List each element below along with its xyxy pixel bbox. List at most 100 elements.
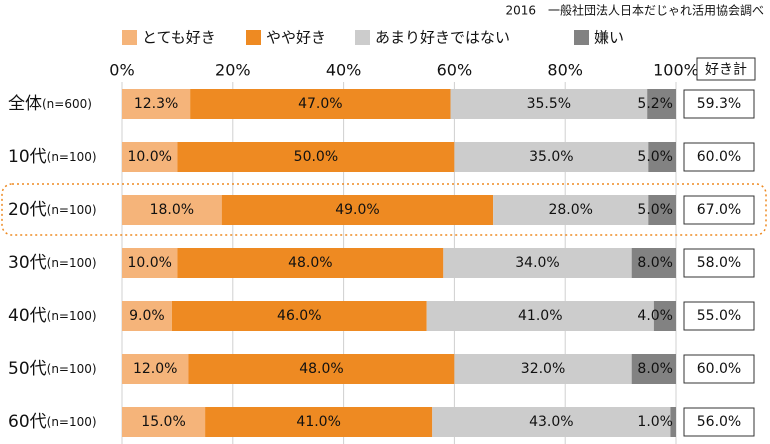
total-box	[683, 89, 755, 119]
x-tick-label: 80%	[547, 61, 583, 80]
y-tick-label: 30代(n=100)	[8, 253, 97, 273]
value-label: 10.0%	[127, 255, 171, 271]
bar-segment	[648, 142, 676, 172]
value-label: 34.0%	[515, 255, 559, 271]
total-box	[683, 301, 755, 331]
value-label: 49.0%	[335, 202, 379, 218]
bar-segment	[190, 89, 451, 119]
sample-size: (n=100)	[47, 362, 97, 376]
y-tick-label: 40代(n=100)	[8, 306, 97, 326]
value-label: 35.0%	[529, 149, 573, 165]
legend-label: とても好き	[142, 29, 216, 47]
total-label: 56.0%	[697, 414, 741, 430]
bar-segment	[221, 195, 494, 225]
bar-segment	[493, 195, 649, 225]
bar-segment	[631, 248, 676, 278]
sample-size: (n=600)	[42, 97, 92, 111]
value-label: 8.0%	[637, 361, 673, 377]
value-label: 15.0%	[141, 414, 185, 430]
x-tick-label: 20%	[215, 61, 251, 80]
y-tick-label: 20代(n=100)	[8, 200, 97, 220]
bar-segment	[647, 89, 676, 119]
x-tick-label: 0%	[109, 61, 134, 80]
legend-swatch	[246, 30, 261, 45]
legend-label: やや好き	[266, 29, 326, 47]
total-box	[683, 407, 755, 437]
source-note: 2016 一般社団法人日本だじゃれ活用協会調べ	[505, 3, 764, 18]
bar-segment	[631, 354, 676, 384]
value-label: 46.0%	[277, 308, 321, 324]
bar-segment	[653, 301, 676, 331]
highlight-box	[1, 183, 767, 236]
bar-segment	[177, 248, 444, 278]
value-label: 5.0%	[637, 202, 673, 218]
x-tick-label: 60%	[437, 61, 473, 80]
value-label: 50.0%	[294, 149, 338, 165]
bar-segment	[450, 89, 648, 119]
bar-segment	[205, 407, 433, 437]
x-tick-label: 100%	[653, 61, 699, 80]
bar-segment	[177, 142, 455, 172]
value-label: 41.0%	[296, 414, 340, 430]
value-label: 10.0%	[127, 149, 171, 165]
total-label: 67.0%	[697, 202, 741, 218]
sample-size: (n=100)	[47, 256, 97, 270]
total-label: 59.3%	[697, 96, 741, 112]
x-tick-label: 40%	[326, 61, 362, 80]
value-label: 32.0%	[521, 361, 565, 377]
bar-segment	[432, 407, 671, 437]
value-label: 48.0%	[299, 361, 343, 377]
bar-segment	[122, 248, 178, 278]
bar-segment	[188, 354, 455, 384]
category-name: 40代	[8, 306, 47, 326]
y-tick-label: 50代(n=100)	[8, 359, 97, 379]
category-name: 50代	[8, 359, 47, 379]
value-label: 5.0%	[637, 149, 673, 165]
value-label: 8.0%	[637, 255, 673, 271]
total-box	[683, 354, 755, 384]
category-name: 30代	[8, 253, 47, 273]
value-label: 47.0%	[298, 96, 342, 112]
value-label: 12.3%	[134, 96, 178, 112]
value-label: 28.0%	[548, 202, 592, 218]
category-name: 全体	[8, 94, 42, 114]
sample-size: (n=100)	[47, 150, 97, 164]
legend-swatch	[574, 30, 589, 45]
bar-segment	[122, 89, 191, 119]
bar-segment	[122, 301, 172, 331]
value-label: 12.0%	[133, 361, 177, 377]
total-label: 58.0%	[697, 255, 741, 271]
totals-header-box	[696, 57, 756, 81]
sample-size: (n=100)	[47, 309, 97, 323]
y-tick-label: 60代(n=100)	[8, 412, 97, 432]
value-label: 9.0%	[129, 308, 165, 324]
total-label: 55.0%	[697, 308, 741, 324]
legend-swatch	[355, 30, 370, 45]
sample-size: (n=100)	[47, 415, 97, 429]
bar-segment	[122, 354, 189, 384]
total-label: 60.0%	[697, 149, 741, 165]
value-label: 48.0%	[288, 255, 332, 271]
total-box	[683, 195, 755, 225]
y-tick-label: 全体(n=600)	[8, 94, 92, 114]
total-box	[683, 142, 755, 172]
value-label: 43.0%	[529, 414, 573, 430]
sample-size: (n=100)	[47, 203, 97, 217]
value-label: 41.0%	[518, 308, 562, 324]
value-label: 1.0%	[637, 414, 673, 430]
value-label: 4.0%	[637, 308, 673, 324]
bar-segment	[454, 142, 649, 172]
bar-segment	[454, 354, 632, 384]
bar-segment	[426, 301, 654, 331]
bar-segment	[670, 407, 676, 437]
category-name: 20代	[8, 200, 47, 220]
category-name: 10代	[8, 147, 47, 167]
value-label: 35.5%	[527, 96, 571, 112]
legend-label: 嫌い	[594, 29, 624, 47]
y-tick-label: 10代(n=100)	[8, 147, 97, 167]
bar-segment	[648, 195, 676, 225]
bar-segment	[171, 301, 427, 331]
totals-header: 好き計	[705, 62, 747, 78]
bar-segment	[122, 142, 178, 172]
